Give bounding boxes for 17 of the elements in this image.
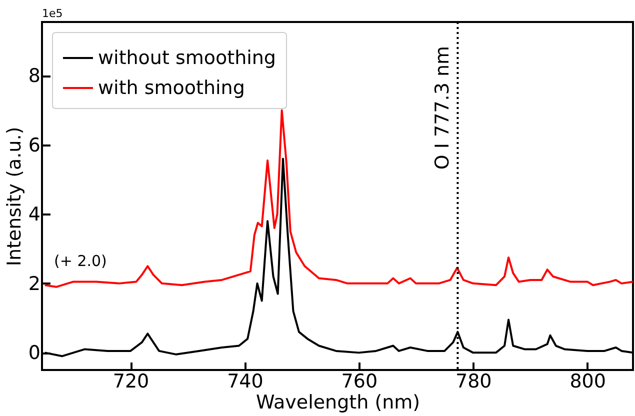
- x-tick-label: 720: [112, 370, 150, 392]
- y-tick-label: 2: [28, 272, 40, 295]
- annotation: (+ 2.0): [54, 252, 107, 270]
- y-tick-label: 0: [28, 342, 40, 364]
- x-axis-title: Wavelength (nm): [256, 392, 420, 414]
- y-tick-label: 4: [28, 204, 40, 226]
- ref-line-label: O I 777.3 nm: [432, 46, 454, 170]
- y-tick-label: 6: [28, 134, 40, 156]
- text: 1e5: [42, 7, 63, 20]
- legend-label: with smoothing: [98, 77, 245, 99]
- x-tick-label: 780: [455, 370, 492, 392]
- y-tick-label: 8: [28, 65, 40, 88]
- x-tick-label: 760: [341, 370, 378, 392]
- legend-label: without smoothing: [98, 47, 276, 69]
- x-tick-label: 800: [570, 370, 606, 392]
- x-tick-label: 740: [227, 370, 264, 392]
- y-axis-title: Intensity (a.u.): [3, 126, 26, 266]
